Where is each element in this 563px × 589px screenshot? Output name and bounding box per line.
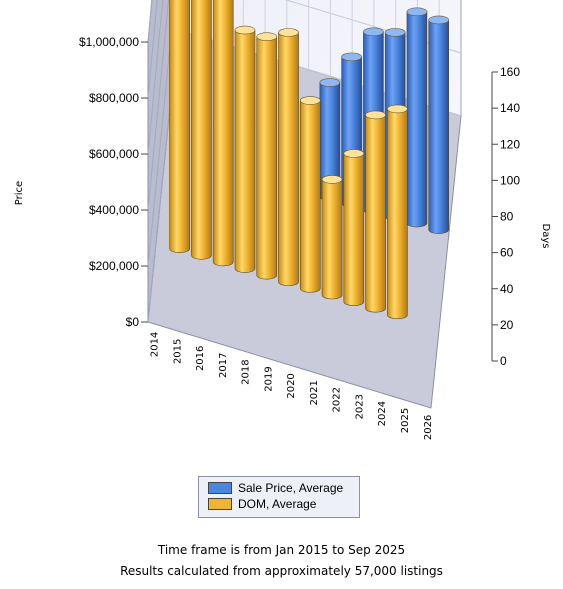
bar-sale-price-2024-top [384, 28, 406, 37]
bar-dom-2024-top [365, 110, 386, 120]
bar-dom-2023 [343, 149, 365, 306]
tick-label-days-2: 40 [500, 282, 514, 296]
bar-dom-2015-body [169, 0, 190, 253]
axis-title-days: Days [540, 224, 551, 249]
tick-label-price-4: $800,000 [89, 91, 139, 105]
bar-dom-2025 [387, 104, 408, 320]
tick-label-days-7: 140 [500, 101, 520, 115]
bar-dom-2023-top [343, 149, 365, 158]
legend-entry-dom: DOM, Average [208, 497, 316, 511]
bar-dom-2021-top [299, 96, 321, 105]
tick-label-days-3: 60 [500, 246, 514, 260]
tick-label-days-5: 100 [500, 173, 520, 187]
tick-label-days-6: 120 [500, 137, 520, 151]
bar-sale-price-2023-top [363, 27, 384, 37]
legend-swatch-dom [208, 497, 232, 510]
chart-bars [169, 0, 450, 320]
category-label-2018: 2018 [241, 359, 252, 384]
tick-label-days-4: 80 [500, 210, 514, 224]
bar-sale-price-2021-top [319, 78, 341, 87]
category-label-2024: 2024 [377, 401, 388, 426]
bar-dom-2017-body [212, 0, 234, 267]
legend-label-sale-price: Sale Price, Average [238, 481, 344, 495]
bar-dom-2021-body [299, 100, 321, 293]
legend-swatch-sale-price [208, 481, 232, 494]
bar-dom-2016-body [191, 0, 212, 260]
bar-dom-2019-top [256, 32, 278, 42]
axis-title-price: Price [14, 181, 25, 205]
grid-line-left-wall-2 [147, 0, 170, 211]
bar-dom-2023-body [343, 153, 365, 306]
grid-line-left-wall-4 [147, 0, 158, 99]
tick-label-days-8: 160 [500, 65, 520, 79]
bar-sale-price-2025-top [406, 7, 428, 17]
bar-dom-2018 [234, 25, 256, 273]
tick-label-price-3: $600,000 [89, 147, 139, 161]
footer-listings-text: Results calculated from approximately 57… [120, 564, 443, 578]
bar-dom-2024 [365, 110, 386, 313]
bar-dom-2020 [278, 28, 299, 287]
category-label-2020: 2020 [286, 373, 297, 398]
bar-dom-2020-top [278, 28, 299, 37]
tick-label-price-1: $200,000 [89, 259, 139, 273]
category-label-2026: 2026 [423, 415, 434, 440]
bar-sale-price-2022-top [341, 52, 362, 62]
bar-dom-2016 [191, 0, 212, 260]
category-label-2014: 2014 [150, 332, 161, 357]
bar-sale-price-2025 [406, 7, 428, 228]
chart-plot: $0 $200,000 $400,000 $600,000 $800,000 $1,000… [14, 0, 551, 440]
category-label-2022: 2022 [332, 387, 343, 412]
bar-dom-2017 [212, 0, 234, 267]
bar-dom-2022-top [321, 175, 343, 184]
category-label-2015: 2015 [172, 339, 183, 364]
bar-sale-price-2026 [428, 15, 450, 234]
category-label-2023: 2023 [355, 394, 366, 419]
bar-dom-2020-body [278, 32, 299, 287]
category-label-2021: 2021 [309, 380, 320, 405]
chart-legend: Sale Price, Average DOM, Average [198, 476, 360, 518]
bar-dom-2022-body [321, 179, 343, 300]
bar-dom-2019-body [256, 36, 278, 280]
bar-sale-price-2026-top [428, 15, 450, 25]
bar-sale-price-2026-body [428, 19, 450, 234]
bar-dom-2018-top [234, 25, 256, 35]
tick-label-price-2: $400,000 [89, 203, 139, 217]
legend-label-dom: DOM, Average [238, 497, 317, 511]
category-label-2025: 2025 [400, 408, 411, 433]
grid-line-left-wall-3 [147, 0, 164, 155]
tick-label-price-0: $0 [126, 315, 140, 329]
tick-label-price-5: $1,000,000 [79, 35, 139, 49]
bar-dom-2015 [169, 0, 190, 253]
tick-label-days-1: 20 [500, 318, 514, 332]
bar-dom-2021 [299, 96, 321, 293]
bar-sale-price-2025-body [406, 11, 428, 228]
bar-dom-2018-body [234, 29, 256, 273]
legend-entry-sale-price: Sale Price, Average [208, 481, 343, 495]
bar-dom-2022 [321, 175, 343, 300]
bar-dom-2024-body [365, 114, 386, 313]
category-label-2016: 2016 [195, 346, 206, 371]
bar-dom-2025-top [387, 104, 408, 114]
tick-label-days-0: 0 [500, 354, 507, 368]
bar-dom-2025-body [387, 108, 408, 320]
chart-axes: $0 $200,000 $400,000 $600,000 $800,000 $1,000… [14, 35, 551, 440]
footer-timeframe-text: Time frame is from Jan 2015 to Sep 2025 [157, 543, 406, 557]
category-label-2017: 2017 [218, 353, 229, 378]
category-label-2019: 2019 [263, 366, 274, 391]
bar-dom-2019 [256, 32, 278, 280]
